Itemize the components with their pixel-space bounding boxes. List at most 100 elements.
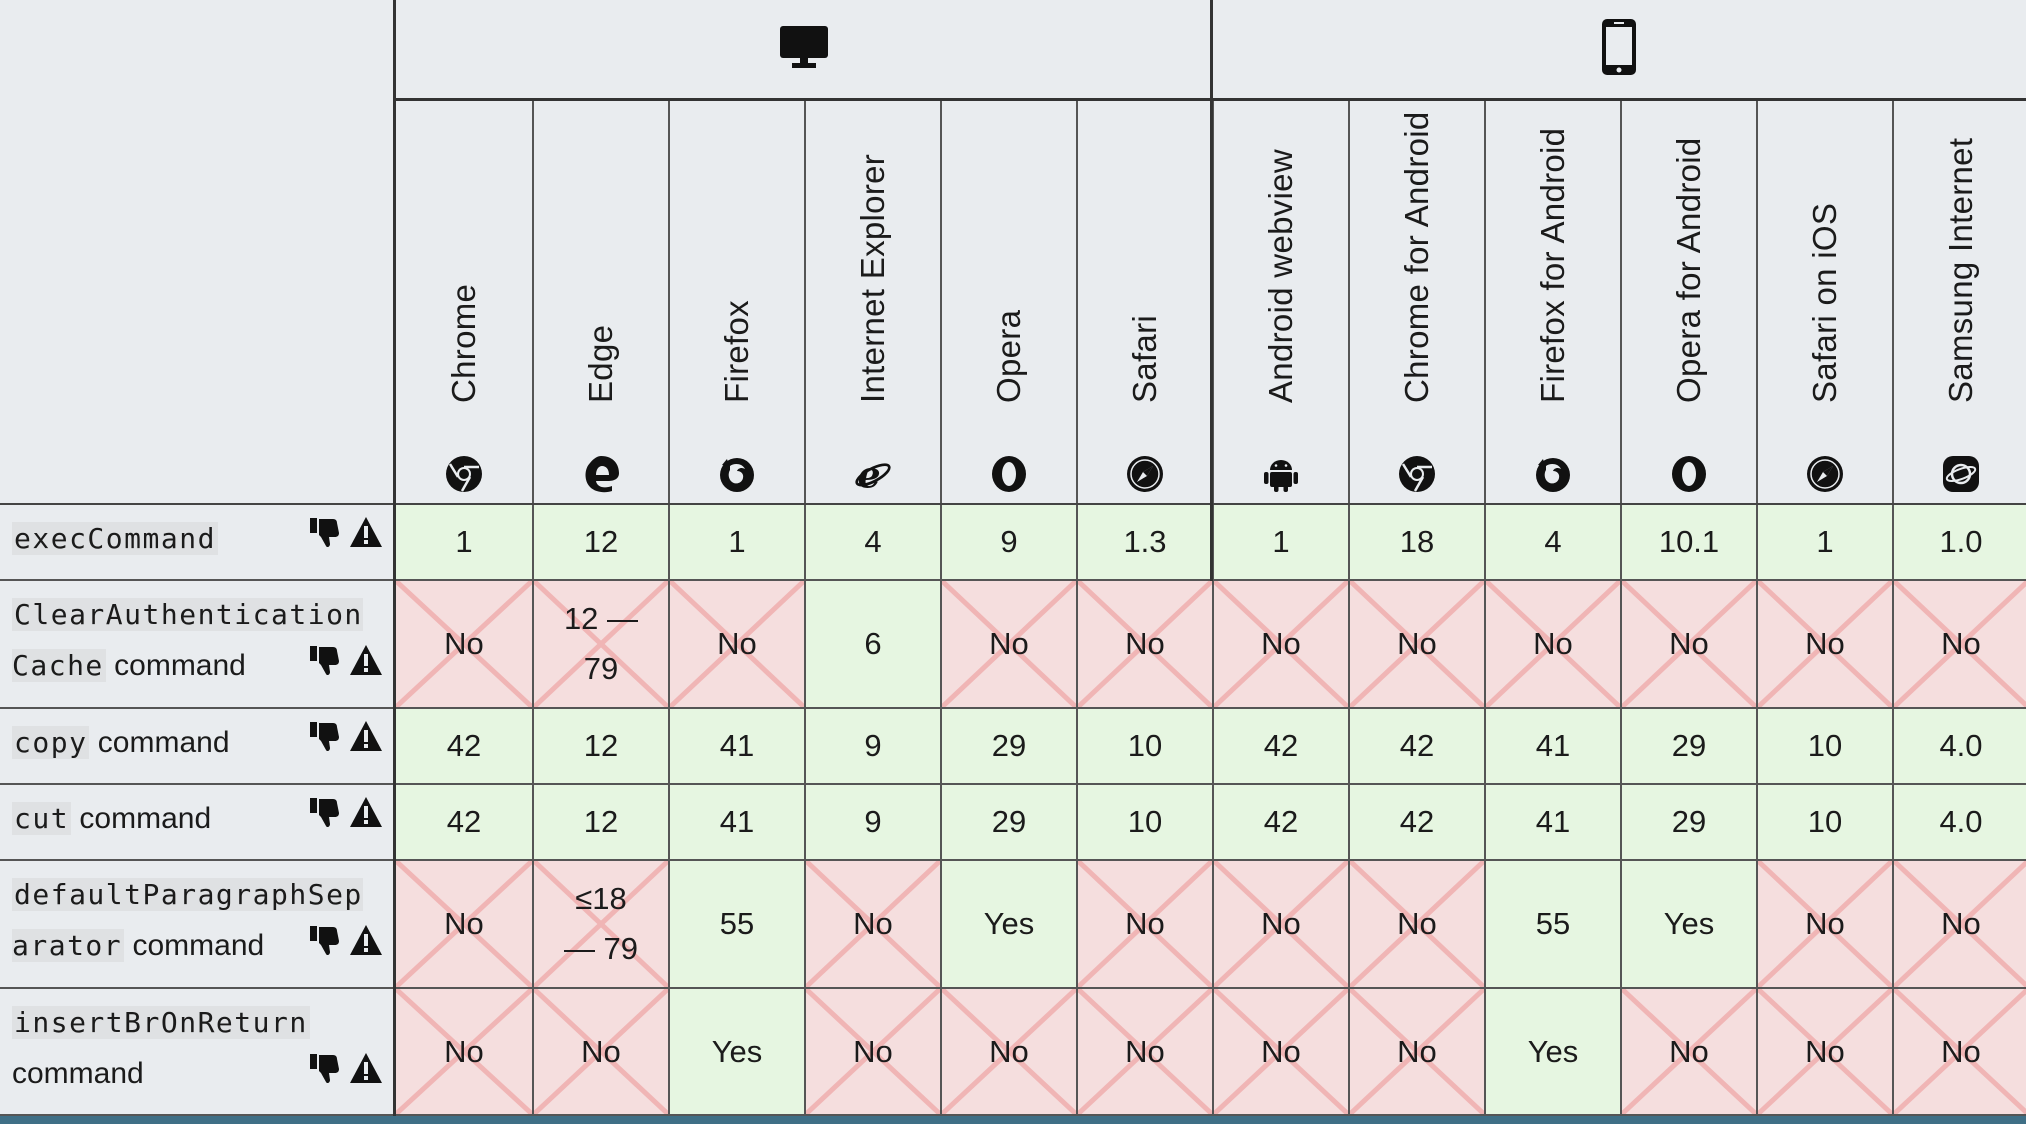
support-cell[interactable]: No	[1076, 581, 1212, 709]
support-cell[interactable]: 12	[532, 709, 668, 785]
support-cell[interactable]: No	[1892, 989, 2026, 1116]
browser-column-header: Opera for Android	[1620, 101, 1756, 505]
support-cell[interactable]: 42	[1212, 709, 1348, 785]
support-cell[interactable]: No	[396, 989, 532, 1116]
support-cell[interactable]: No	[1892, 581, 2026, 709]
support-cell[interactable]: No	[1212, 989, 1348, 1116]
support-cell[interactable]: No	[1348, 861, 1484, 989]
support-cell[interactable]: 42	[1348, 709, 1484, 785]
thumbs-down-icon[interactable]	[309, 1051, 343, 1090]
support-cell[interactable]: 12	[532, 505, 668, 581]
support-cell[interactable]: 18	[1348, 505, 1484, 581]
support-value: No	[1941, 626, 1981, 661]
support-cell[interactable]: 41	[668, 709, 804, 785]
feature-name[interactable]: insertBrOnReturn command	[12, 997, 312, 1099]
support-cell[interactable]: No	[940, 581, 1076, 709]
support-cell[interactable]: No	[1756, 989, 1892, 1116]
support-cell[interactable]: 29	[1620, 709, 1756, 785]
support-cell[interactable]: No	[1756, 861, 1892, 989]
support-cell[interactable]: 41	[1484, 709, 1620, 785]
support-cell[interactable]: No	[1076, 989, 1212, 1116]
support-cell[interactable]: Yes	[1620, 861, 1756, 989]
support-cell[interactable]: 42	[1348, 785, 1484, 861]
support-cell[interactable]: No	[396, 581, 532, 709]
support-cell[interactable]: 1.0	[1892, 505, 2026, 581]
warning-icon[interactable]	[349, 796, 383, 833]
support-cell[interactable]: No	[1212, 861, 1348, 989]
support-cell[interactable]: No	[804, 861, 940, 989]
warning-icon[interactable]	[349, 1052, 383, 1089]
support-cell[interactable]: No	[940, 989, 1076, 1116]
feature-name[interactable]: defaultParagraphSep arator command	[12, 869, 363, 971]
support-cell[interactable]: No	[1620, 989, 1756, 1116]
feature-name[interactable]: copy command	[12, 717, 312, 768]
support-cell[interactable]: No	[1212, 581, 1348, 709]
support-cell[interactable]: 10.1	[1620, 505, 1756, 581]
support-cell[interactable]: 10	[1076, 709, 1212, 785]
support-cell[interactable]: 9	[804, 709, 940, 785]
support-cell[interactable]: Yes	[1484, 989, 1620, 1116]
warning-icon[interactable]	[349, 924, 383, 961]
support-cell[interactable]: 10	[1756, 709, 1892, 785]
warning-icon[interactable]	[349, 516, 383, 553]
thumbs-down-icon[interactable]	[309, 795, 343, 834]
feature-name-cell: copy command	[0, 709, 393, 785]
support-cell[interactable]: No	[1892, 861, 2026, 989]
support-cell[interactable]: 1.3	[1076, 505, 1212, 581]
support-cell[interactable]: 41	[1484, 785, 1620, 861]
support-cell[interactable]: 4.0	[1892, 709, 2026, 785]
thumbs-down-icon[interactable]	[309, 643, 343, 682]
support-cell[interactable]: 9	[940, 505, 1076, 581]
support-cell[interactable]: 1	[668, 505, 804, 581]
support-cell[interactable]: 29	[940, 709, 1076, 785]
support-cell[interactable]: 1	[396, 505, 532, 581]
feature-name[interactable]: ClearAuthentication Cache command	[12, 589, 363, 691]
support-cell[interactable]: 10	[1076, 785, 1212, 861]
support-cell[interactable]: ≤18 — 79	[532, 861, 668, 989]
support-value: 29	[1671, 804, 1707, 839]
support-value: 1	[728, 524, 746, 559]
support-cell[interactable]: 29	[1620, 785, 1756, 861]
feature-name-cell: execCommand	[0, 505, 393, 581]
feature-name[interactable]: execCommand	[12, 513, 312, 564]
support-cell[interactable]: 12 — 79	[532, 581, 668, 709]
support-cell[interactable]: 4	[1484, 505, 1620, 581]
browser-name: Firefox	[718, 300, 755, 403]
support-cell[interactable]: 6	[804, 581, 940, 709]
support-value: No	[1397, 1033, 1437, 1069]
support-cell[interactable]: 4	[804, 505, 940, 581]
support-cell[interactable]: No	[396, 861, 532, 989]
warning-icon[interactable]	[349, 644, 383, 681]
support-cell[interactable]: No	[1348, 581, 1484, 709]
support-cell[interactable]: Yes	[940, 861, 1076, 989]
support-cell[interactable]: 42	[396, 709, 532, 785]
support-cell[interactable]: 42	[396, 785, 532, 861]
support-cell[interactable]: No	[1620, 581, 1756, 709]
support-cell[interactable]: 1	[1212, 505, 1348, 581]
thumbs-down-icon[interactable]	[309, 515, 343, 554]
support-cell[interactable]: 55	[668, 861, 804, 989]
support-cell[interactable]: No	[532, 989, 668, 1116]
support-cell[interactable]: 42	[1212, 785, 1348, 861]
support-cell[interactable]: 55	[1484, 861, 1620, 989]
support-cell[interactable]: 41	[668, 785, 804, 861]
warning-icon[interactable]	[349, 720, 383, 757]
support-cell[interactable]: No	[1484, 581, 1620, 709]
support-cell[interactable]: No	[804, 989, 940, 1116]
thumbs-down-icon[interactable]	[309, 923, 343, 962]
support-cell[interactable]: 10	[1756, 785, 1892, 861]
support-cell[interactable]: No	[1348, 989, 1484, 1116]
support-cell[interactable]: 12	[532, 785, 668, 861]
support-cell[interactable]: 4.0	[1892, 785, 2026, 861]
feature-name[interactable]: cut command	[12, 793, 312, 844]
support-value: 4.0	[1939, 728, 1983, 763]
thumbs-down-icon[interactable]	[309, 719, 343, 758]
support-cell[interactable]: No	[668, 581, 804, 709]
support-cell[interactable]: No	[1756, 581, 1892, 709]
support-value: 41	[719, 804, 755, 839]
support-cell[interactable]: No	[1076, 861, 1212, 989]
support-cell[interactable]: 1	[1756, 505, 1892, 581]
support-cell[interactable]: 29	[940, 785, 1076, 861]
support-cell[interactable]: 9	[804, 785, 940, 861]
support-cell[interactable]: Yes	[668, 989, 804, 1116]
